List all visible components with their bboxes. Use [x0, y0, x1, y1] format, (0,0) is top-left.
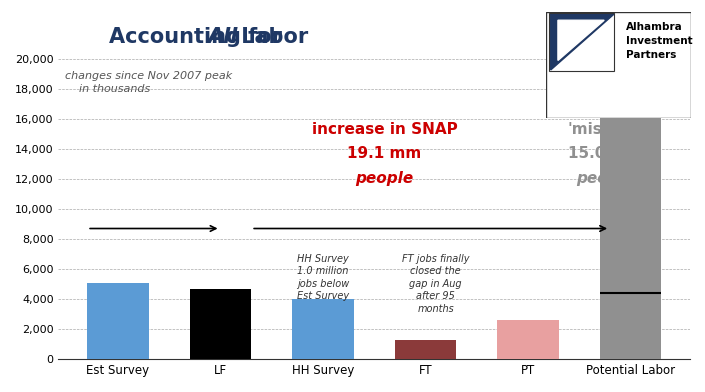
Text: HH Survey
1.0 million
jobs below
Est Survey: HH Survey 1.0 million jobs below Est Sur…	[297, 254, 349, 301]
Text: Alhambra
Investment
Partners: Alhambra Investment Partners	[626, 22, 692, 60]
Text: increase in SNAP: increase in SNAP	[312, 122, 458, 137]
Text: people: people	[576, 171, 634, 187]
Bar	[395, 340, 456, 359]
Polygon shape	[558, 20, 604, 60]
Polygon shape	[551, 14, 614, 70]
Text: FT jobs finally
closed the
gap in Aug
after 95
months: FT jobs finally closed the gap in Aug af…	[402, 254, 470, 314]
Text: 19.1 mm: 19.1 mm	[348, 146, 422, 161]
Bar	[293, 299, 354, 359]
Bar	[497, 320, 559, 359]
Text: All: All	[207, 27, 238, 47]
Bar	[190, 289, 251, 359]
Text: 'missing': 'missing'	[568, 122, 642, 137]
Text: people: people	[355, 171, 414, 187]
Text: Labor: Labor	[234, 27, 308, 47]
Bar	[600, 68, 661, 359]
Text: changes since Nov 2007 peak
    in thousands: changes since Nov 2007 peak in thousands	[65, 71, 232, 94]
Text: Accounting for: Accounting for	[109, 27, 289, 47]
Text: 15.0 mm: 15.0 mm	[568, 146, 642, 161]
FancyBboxPatch shape	[546, 12, 691, 118]
Bar	[87, 283, 149, 359]
